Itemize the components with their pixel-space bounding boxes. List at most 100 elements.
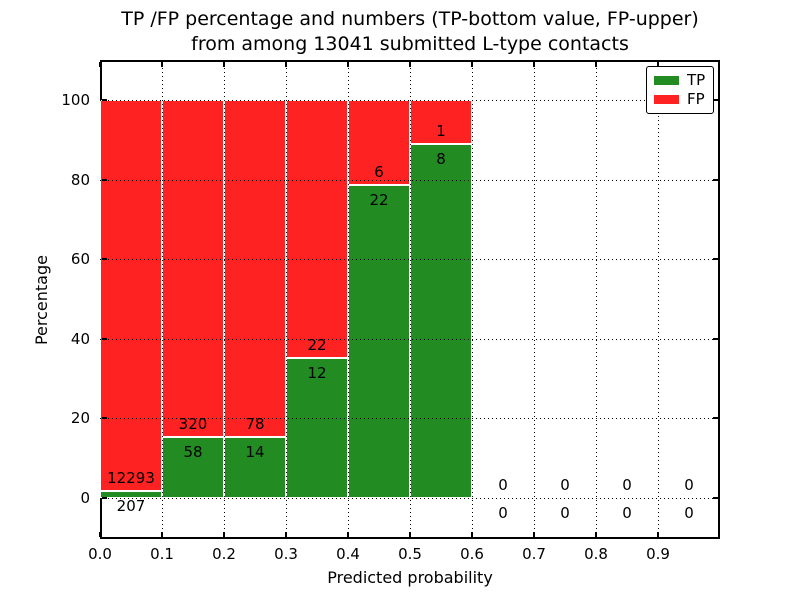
axis-tick-left (102, 337, 107, 340)
count-label-tp: 0 (622, 504, 632, 522)
axis-tick-bottom (533, 532, 535, 537)
axis-tick-bottom (99, 532, 101, 537)
axis-tick-right (713, 337, 718, 340)
bar-segment-fp (100, 100, 162, 492)
count-label-tp: 12 (307, 363, 327, 382)
axis-tick-right (713, 417, 718, 420)
axis-tick-bottom (161, 532, 163, 537)
legend-swatch-tp-icon (654, 76, 679, 85)
y-tick-label: 20 (70, 409, 90, 428)
chart-title: TP /FP percentage and numbers (TP-bottom… (90, 7, 730, 57)
chart-title-line2: from among 13041 submitted L-type contac… (191, 33, 629, 55)
count-label-tp: 0 (498, 504, 508, 522)
count-label-fp: 0 (622, 476, 632, 494)
count-label-tp: 0 (560, 504, 570, 522)
count-label-fp: 6 (374, 163, 384, 182)
count-label-tp: 58 (183, 442, 203, 461)
x-tick-label: 0.3 (274, 545, 298, 563)
count-label-tp: 14 (245, 443, 265, 462)
chart-title-line1: TP /FP percentage and numbers (TP-bottom… (121, 8, 699, 30)
count-label-fp: 0 (684, 476, 694, 494)
count-label-fp: 22 (307, 335, 327, 354)
axis-tick-top (347, 62, 349, 67)
x-tick-label: 0.2 (212, 545, 236, 563)
axis-tick-bottom (471, 532, 473, 537)
bar-segment-tp (224, 437, 286, 498)
axis-tick-left (102, 497, 107, 499)
count-label-fp: 0 (498, 476, 508, 494)
count-label-fp: 1 (436, 122, 446, 141)
bar-segment-tp (100, 491, 162, 498)
axis-tick-top (223, 62, 225, 67)
grid-line-v (162, 60, 163, 539)
y-tick-label: 0 (80, 489, 90, 507)
bar-segment-tp (348, 185, 410, 498)
grid-line-v (286, 60, 287, 539)
axis-tick-top (161, 62, 163, 67)
axis-tick-right (713, 178, 718, 181)
axis-tick-right (713, 258, 718, 261)
axis-tick-right (713, 497, 718, 499)
count-label-tp: 22 (369, 191, 389, 210)
axis-tick-left (102, 99, 107, 101)
x-axis-label: Predicted probability (327, 568, 493, 587)
axis-tick-top (533, 62, 535, 67)
axis-tick-left (102, 258, 107, 261)
count-label-tp: 0 (684, 504, 694, 522)
x-tick-label: 0.7 (522, 545, 546, 563)
axis-tick-top (657, 62, 659, 67)
bar-segment-fp (286, 100, 348, 358)
count-label-tp: 207 (116, 497, 146, 516)
x-tick-label: 0.9 (646, 545, 670, 563)
y-tick-label: 100 (61, 91, 90, 109)
y-tick-label: 80 (70, 170, 90, 189)
grid-line-v (596, 60, 597, 539)
legend-label-tp: TP (687, 71, 706, 89)
x-tick-label: 0.6 (460, 545, 484, 563)
grid-line-v (472, 60, 473, 539)
axis-tick-top (595, 62, 597, 67)
grid-line-v (224, 60, 225, 539)
legend-item-fp: FP (654, 92, 713, 107)
axis-tick-top (285, 62, 287, 67)
grid-line-v (658, 60, 659, 539)
x-tick-label: 0.4 (336, 545, 360, 563)
bar-segment-fp (224, 100, 286, 438)
axis-tick-right (713, 99, 718, 101)
axis-tick-left (102, 178, 107, 181)
grid-line-v (348, 60, 349, 539)
axis-tick-bottom (409, 532, 411, 537)
x-tick-label: 0.8 (584, 545, 608, 563)
grid-line-v (534, 60, 535, 539)
x-tick-label: 0.5 (398, 545, 422, 563)
y-axis-label: Percentage (32, 255, 51, 346)
count-label-fp: 78 (245, 415, 265, 434)
axis-tick-bottom (595, 532, 597, 537)
count-label-fp: 12293 (107, 469, 155, 488)
y-tick-label: 60 (70, 250, 90, 269)
axis-tick-bottom (347, 532, 349, 537)
x-tick-label: 0.0 (88, 545, 112, 563)
bar-segment-tp (286, 357, 348, 498)
y-tick-label: 40 (70, 329, 90, 348)
axis-tick-bottom (223, 532, 225, 537)
axis-tick-top (471, 62, 473, 67)
plot-area: TP FP 12293 207 320 58 78 14 22 12 6 22 1 8 0 0 0 0 0 0 0 0 (99, 60, 720, 539)
bar-segment-fp (162, 100, 224, 437)
axis-tick-top (409, 62, 411, 67)
legend-item-tp: TP (654, 73, 713, 88)
legend-label-fp: FP (687, 90, 705, 108)
bar-segment-tp (410, 144, 472, 498)
legend: TP FP (646, 66, 714, 114)
count-label-fp: 0 (560, 476, 570, 494)
grid-line-v (410, 60, 411, 539)
axis-tick-bottom (657, 532, 659, 537)
legend-swatch-fp-icon (654, 95, 679, 104)
axis-tick-top (99, 62, 101, 67)
count-label-tp: 8 (436, 150, 446, 169)
axis-tick-left (102, 417, 107, 420)
axis-tick-bottom (285, 532, 287, 537)
x-tick-label: 0.1 (150, 545, 174, 563)
count-label-fp: 320 (178, 414, 208, 433)
